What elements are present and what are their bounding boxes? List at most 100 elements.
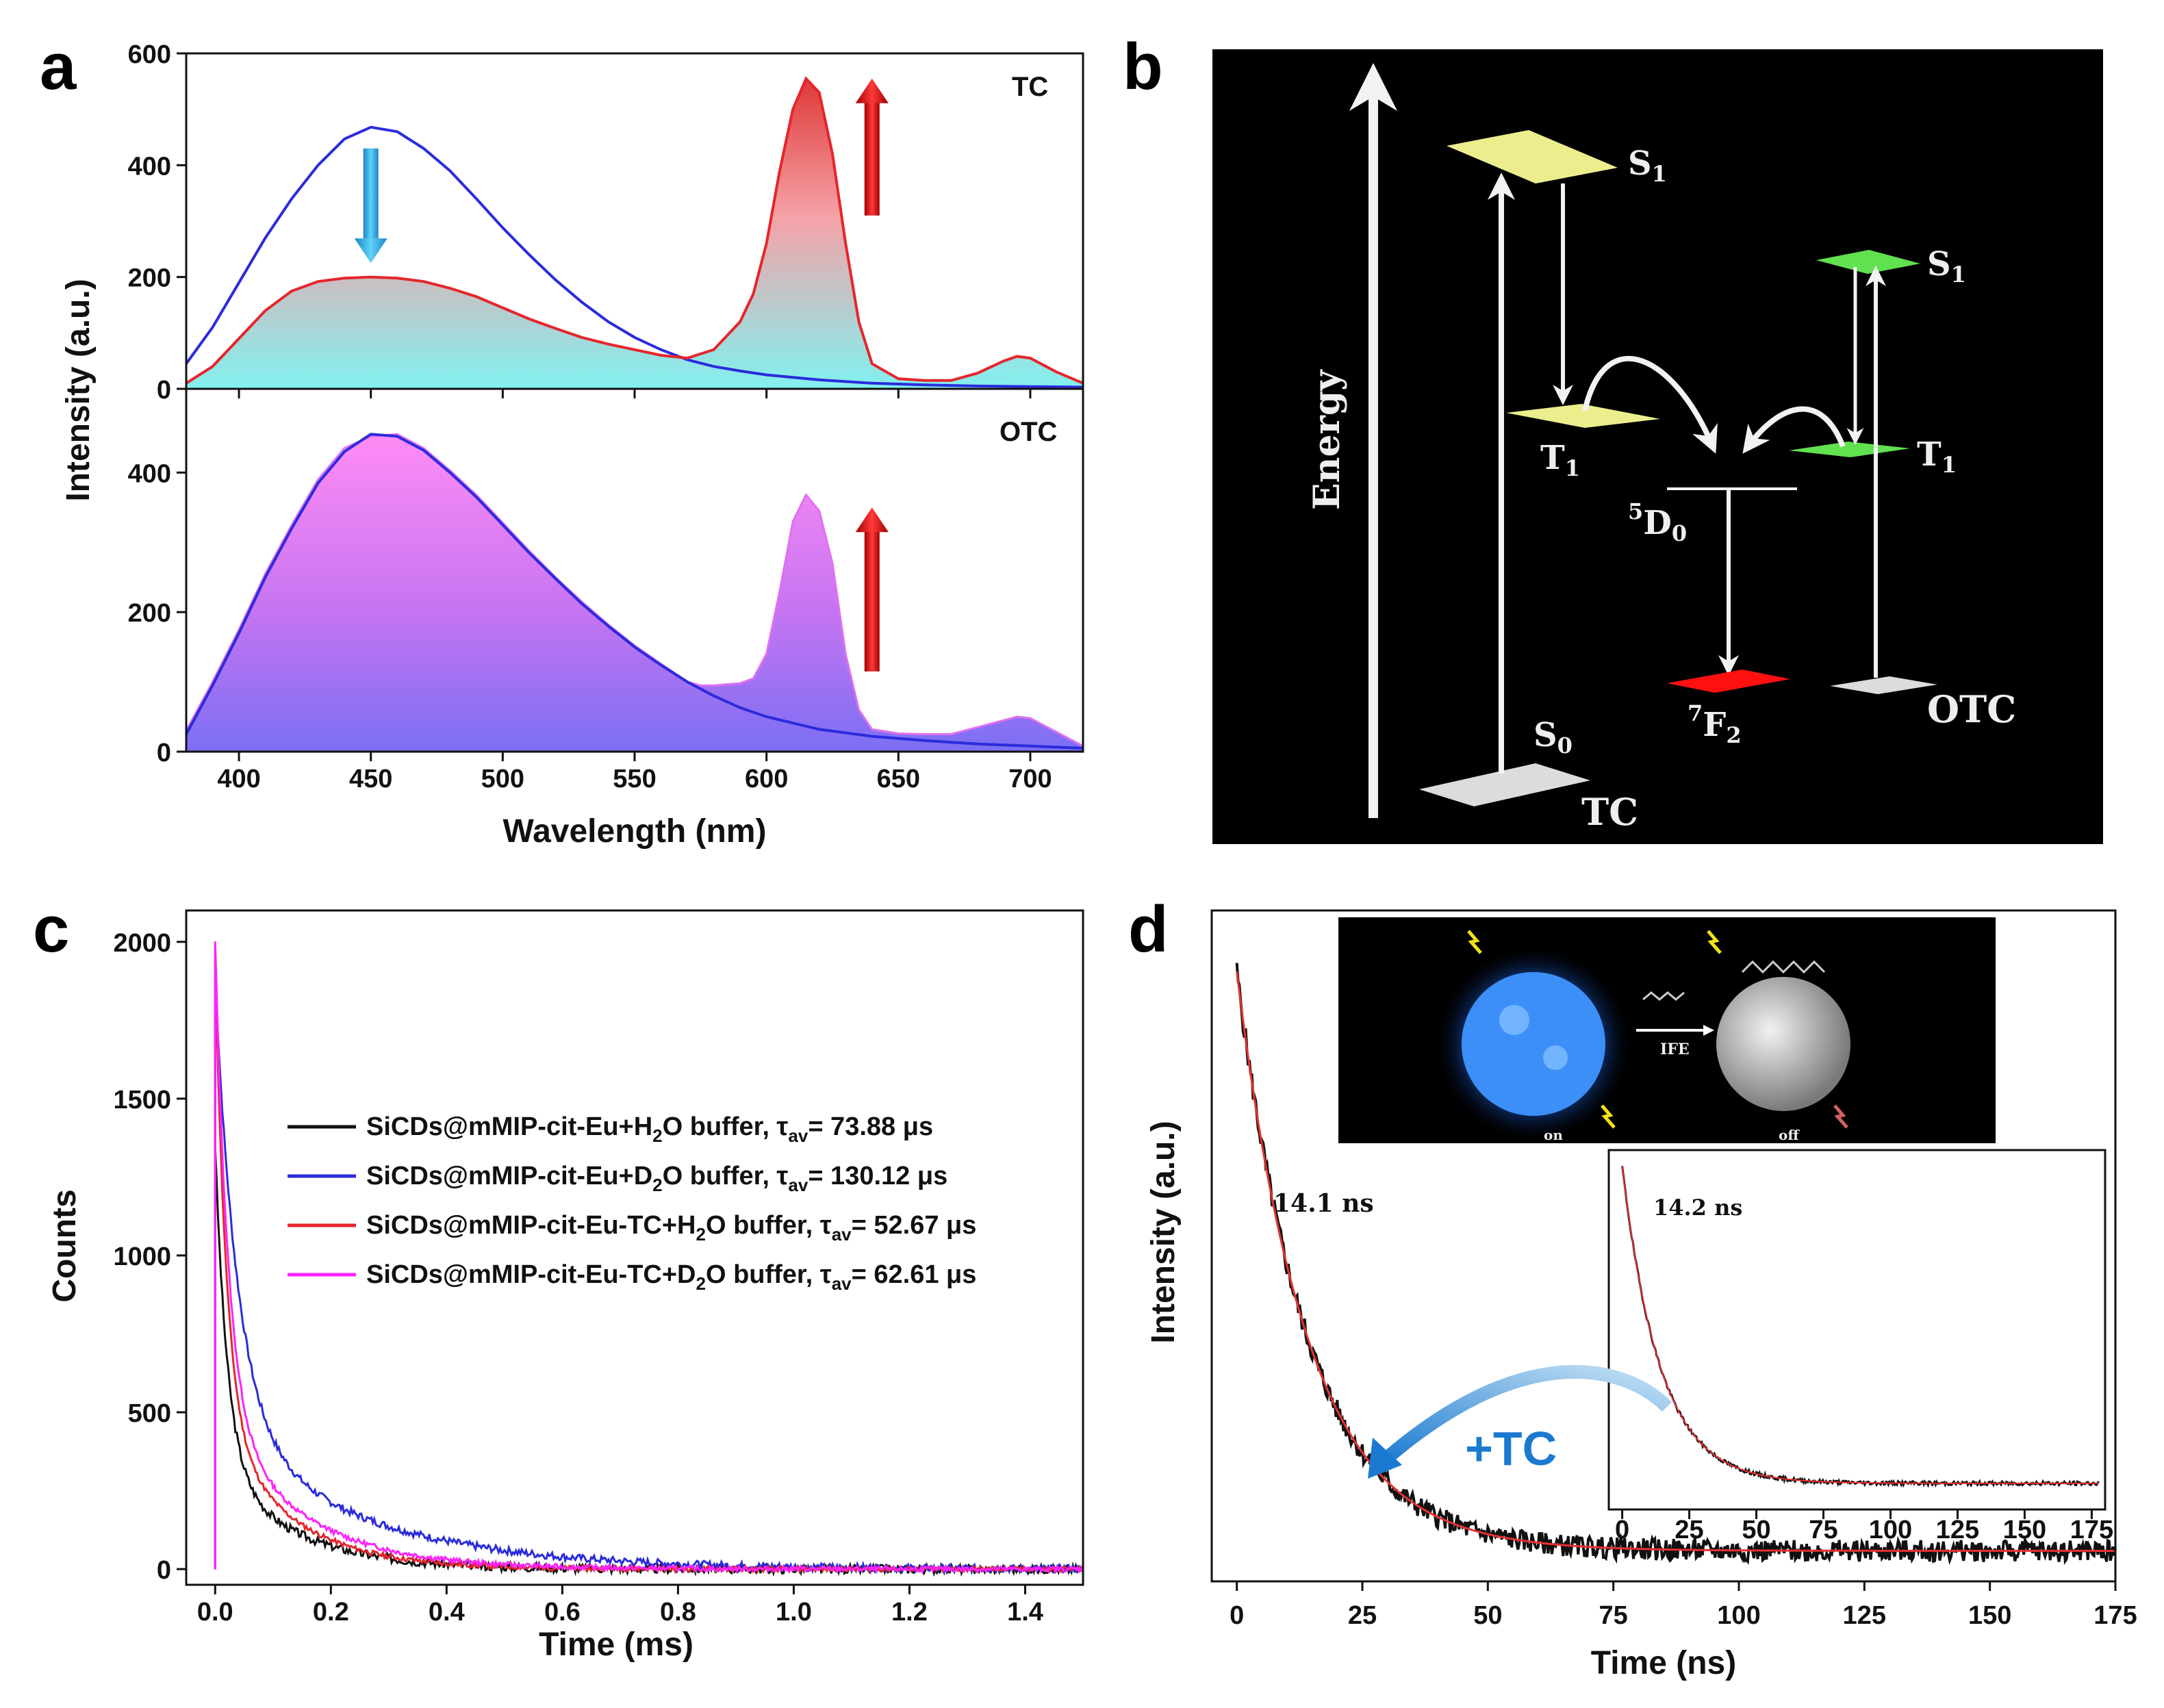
x-tick-label: 0.0: [197, 1598, 233, 1627]
energy-label: Energy: [1306, 369, 1348, 510]
inset-fit-series: [1621, 1166, 2099, 1484]
lightning-icon: [1833, 1104, 1848, 1129]
x-tick-label: 175: [2070, 1516, 2113, 1544]
y-tick-label: 0: [157, 739, 171, 767]
lifetime-label: 14.1 ns: [1273, 1189, 1374, 1218]
x-axis-title: Time (ns): [1591, 1645, 1736, 1681]
panel-label-c: c: [33, 893, 69, 966]
y-axis-title: Counts: [47, 1189, 83, 1302]
up-arrow-head: [855, 78, 889, 103]
on-label: on: [1544, 1127, 1563, 1143]
panel-label-d: d: [1128, 893, 1169, 966]
x-tick-label: 50: [1473, 1601, 1502, 1630]
x-tick-label: 150: [1968, 1601, 2011, 1630]
down-arrow-head: [354, 238, 387, 264]
ife-label: IFE: [1660, 1041, 1690, 1058]
x-tick-label: 400: [217, 765, 260, 793]
y-tick-label: 200: [128, 599, 171, 628]
y-tick-label: 600: [128, 40, 171, 69]
x-tick-label: 700: [1008, 765, 1052, 793]
tc-s0-label: S0: [1533, 716, 1573, 759]
x-tick-label: 1.2: [891, 1598, 928, 1627]
y-axis-title: Intensity (a.u.): [1145, 1121, 1182, 1343]
lightning-icon: [1601, 1104, 1616, 1129]
x-tick-label: 0.2: [313, 1598, 349, 1627]
y-tick-label: 0: [157, 1556, 171, 1585]
panel-b-scheme: Energy S1 T1 S0 TC 5D0 7F2 S1 T1 OTC: [1212, 49, 2103, 844]
up-arrow-shaft: [864, 101, 880, 216]
x-tick-label: 100: [1869, 1516, 1912, 1544]
eu-5d0-label: 5D0: [1628, 498, 1687, 546]
up-arrow-head: [855, 507, 889, 533]
y-axis-title: Intensity (a.u.): [60, 279, 97, 501]
x-tick-label: 125: [1843, 1601, 1886, 1630]
x-tick-label: 175: [2093, 1601, 2137, 1630]
y-tick-label: 200: [128, 264, 171, 293]
tc-molecule: [1741, 960, 1826, 974]
chart-d: 0 25 50 75 100 125 150 175 Intensity (a.u.) Tim…: [1145, 909, 2137, 1681]
x-tick-label: 25: [1675, 1516, 1703, 1544]
tc-curved-arrowhead: [1368, 1438, 1402, 1479]
x-tick-label: 0: [1615, 1516, 1629, 1544]
tc-area-fill: [186, 78, 1083, 390]
legend-entry: SiCDs@mMIP-cit-Eu+H2O buffer, τav= 73.88…: [366, 1112, 933, 1146]
legend-entry: SiCDs@mMIP-cit-Eu-TC+D2O buffer, τav= 62…: [366, 1260, 976, 1294]
y-tick-label: 1000: [113, 1242, 171, 1271]
otc-s0-level: [1830, 676, 1937, 694]
x-tick-label: 600: [745, 765, 788, 793]
y-tick-label: 400: [128, 459, 171, 488]
otc-t1-level: [1789, 442, 1910, 457]
panel-label-a: a: [40, 30, 77, 103]
y-tick-label: 500: [128, 1399, 171, 1428]
down-arrow-shaft: [363, 148, 379, 240]
x-axis-title: Time (ms): [539, 1627, 693, 1663]
particle-bump: [1543, 1045, 1568, 1070]
tc-s1-label: S1: [1628, 144, 1667, 187]
eu-7f2-label: 7F2: [1688, 700, 1742, 748]
panel-label-b: b: [1123, 30, 1163, 103]
scheme-background: [1212, 49, 2103, 844]
tc-s1-level: [1447, 130, 1618, 183]
y-tick-label: 2000: [113, 929, 171, 958]
x-tick-label: 50: [1742, 1516, 1770, 1544]
tc-t1-label: T1: [1540, 439, 1580, 481]
decay-series: [214, 979, 1084, 1576]
x-tick-label: 0: [1230, 1601, 1244, 1630]
x-tick-label: 0.8: [660, 1598, 696, 1627]
series-before-otc: [185, 433, 1084, 750]
tc-t1-level: [1506, 404, 1660, 428]
tc-curved-arrow: [1378, 1365, 1672, 1467]
x-tick-label: 1.0: [776, 1598, 812, 1627]
x-tick-label: 500: [481, 765, 524, 793]
legend-entry: SiCDs@mMIP-cit-Eu-TC+H2O buffer, τav= 52…: [366, 1211, 976, 1245]
series-before-tc: [185, 125, 1084, 389]
eu-7f2-level: [1667, 670, 1790, 693]
x-tick-label: 100: [1717, 1601, 1760, 1630]
plot-frame: [185, 909, 1084, 1586]
chart-c: 0.0 0.2 0.4 0.6 0.8 1.0 1.2 1.4 0 500 1000 1500 2000…: [47, 909, 1084, 1663]
legend-entry: SiCDs@mMIP-cit-Eu+D2O buffer, τav= 130.1…: [366, 1162, 947, 1195]
inset-frame: [1607, 1149, 2106, 1511]
tc-energy-transfer-arrow: [1582, 355, 1718, 454]
tc-s0-level: [1419, 763, 1590, 806]
x-tick-label: 450: [349, 765, 392, 793]
inset-chart: 0 25 50 75 100 125 150 175 14.2 ns: [1607, 1149, 2113, 1544]
otc-label: OTC: [1000, 417, 1057, 447]
plot-frame: [1210, 909, 2117, 1583]
inset-lifetime-label: 14.2 ns: [1653, 1195, 1742, 1221]
otc-label: OTC: [1927, 687, 2016, 731]
ife-arrowhead: [1703, 1025, 1714, 1036]
otc-s1-level: [1816, 250, 1920, 274]
x-tick-label: 25: [1348, 1601, 1377, 1630]
x-tick-label: 75: [1809, 1516, 1837, 1544]
y-tick-label: 400: [128, 152, 171, 181]
otc-energy-transfer-arrow: [1742, 406, 1846, 454]
lightning-icon: [1707, 930, 1722, 954]
quenching-illustration: IFE on off: [1338, 917, 1996, 1143]
x-axis-title: Wavelength (nm): [503, 813, 767, 850]
tc-label: TC: [1012, 72, 1048, 102]
inset-decay-series: [1621, 1166, 2100, 1488]
legend: SiCDs@mMIP-cit-Eu+H2O buffer, τav= 73.88…: [288, 1112, 976, 1294]
